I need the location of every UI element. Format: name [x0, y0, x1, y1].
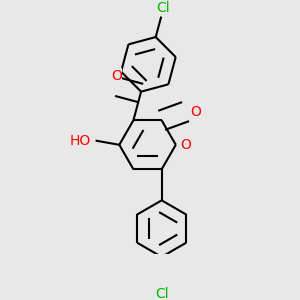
Text: O: O	[190, 105, 201, 118]
Text: Cl: Cl	[155, 286, 169, 300]
Text: O: O	[111, 69, 122, 83]
Text: HO: HO	[70, 134, 91, 148]
Text: O: O	[180, 138, 191, 152]
Text: Cl: Cl	[157, 2, 170, 15]
